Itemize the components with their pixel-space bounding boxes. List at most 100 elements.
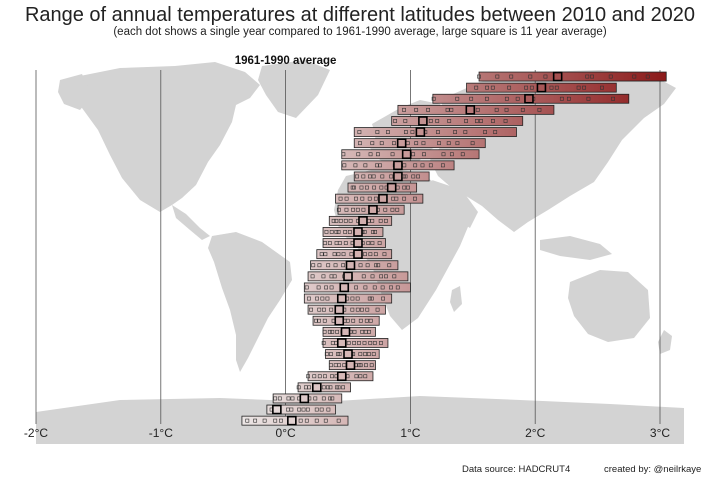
year-dot — [332, 274, 337, 279]
year-dot — [314, 418, 319, 423]
year-dot — [363, 163, 368, 168]
year-dot — [449, 107, 454, 112]
year-dot — [380, 174, 385, 179]
year-dot — [357, 130, 362, 134]
year-dot — [479, 119, 483, 123]
year-dot — [319, 252, 324, 257]
year-dot — [504, 107, 509, 112]
year-dot — [403, 174, 408, 179]
average-square — [334, 304, 345, 315]
year-dot — [383, 218, 388, 223]
year-dot — [322, 329, 327, 334]
year-dot — [420, 163, 425, 168]
year-dot — [364, 318, 369, 323]
year-dot — [347, 230, 352, 234]
average-square — [345, 260, 356, 271]
year-dot — [336, 230, 341, 234]
year-dot — [483, 130, 487, 134]
latitude-band-29 — [272, 393, 343, 404]
year-dot — [350, 296, 355, 301]
year-dot — [351, 207, 355, 212]
x-tick-label: -1°C — [149, 426, 173, 440]
year-dot — [313, 396, 318, 401]
year-dot — [440, 163, 445, 168]
year-dot — [361, 174, 366, 179]
year-dot — [367, 352, 371, 356]
year-dot — [262, 418, 267, 423]
year-dot — [469, 96, 474, 101]
year-dot — [358, 141, 362, 146]
year-dot — [390, 207, 395, 212]
year-dot — [370, 241, 375, 245]
year-dot — [358, 263, 363, 268]
year-dot — [273, 418, 278, 423]
year-dot — [426, 107, 431, 112]
average-square — [368, 204, 378, 215]
year-dot — [320, 296, 325, 301]
year-dot — [446, 141, 451, 146]
year-dot — [543, 74, 548, 79]
year-dot — [367, 196, 372, 201]
year-dot — [371, 174, 376, 179]
year-dot — [304, 418, 309, 423]
year-dot — [386, 130, 390, 134]
year-dot — [314, 407, 319, 412]
average-square — [418, 116, 428, 126]
range-bar — [322, 227, 384, 237]
year-dot — [422, 152, 426, 157]
latitude-band-8 — [341, 160, 455, 171]
year-dot — [404, 130, 408, 134]
year-dot — [279, 418, 283, 423]
year-dot — [321, 341, 326, 345]
average-square — [536, 82, 547, 93]
year-dot — [413, 196, 417, 201]
year-dot — [319, 407, 324, 412]
year-dot — [406, 185, 410, 190]
year-dot — [566, 96, 571, 101]
latitude-band-20 — [303, 293, 393, 304]
x-tick-label: -2°C — [24, 426, 48, 440]
year-dot — [384, 274, 388, 279]
year-dot — [377, 241, 382, 245]
year-dot — [317, 307, 322, 312]
year-dot — [327, 329, 332, 334]
vertical-gridlines — [35, 70, 661, 424]
average-square — [353, 238, 363, 248]
arabia-india-land — [432, 180, 478, 228]
average-square — [353, 227, 363, 237]
year-dot — [378, 163, 382, 168]
year-dot — [367, 329, 371, 334]
year-dot — [464, 119, 468, 123]
year-dot — [273, 396, 278, 401]
x-tick-label: 3°C — [650, 426, 670, 440]
year-dot — [460, 152, 465, 157]
latitude-band-9 — [353, 171, 430, 182]
year-dot — [428, 119, 433, 123]
year-dot — [321, 396, 326, 401]
year-dot — [362, 230, 367, 234]
year-dot — [334, 218, 339, 223]
year-dot — [364, 185, 369, 190]
latitude-band-7 — [341, 149, 480, 160]
year-dot — [413, 163, 418, 168]
year-dot — [445, 107, 450, 112]
year-dot — [325, 296, 330, 301]
baseline-annotation: 1961-1990 average — [235, 55, 337, 67]
data-source-note: Data source: HADCRUT4 — [462, 464, 571, 475]
year-dot — [402, 107, 406, 112]
year-dot — [321, 385, 326, 390]
year-dot — [494, 107, 499, 112]
latitude-band-22 — [312, 315, 380, 326]
year-dot — [392, 274, 397, 279]
year-dot — [322, 307, 326, 312]
year-dot — [316, 318, 321, 323]
year-dot — [360, 196, 365, 201]
year-dot — [277, 396, 282, 401]
average-square — [336, 293, 347, 304]
year-dot — [372, 341, 377, 345]
year-dot — [326, 407, 331, 412]
year-dot — [324, 352, 329, 356]
year-dot — [296, 385, 301, 390]
year-dot — [382, 252, 387, 257]
year-dot — [475, 107, 480, 112]
